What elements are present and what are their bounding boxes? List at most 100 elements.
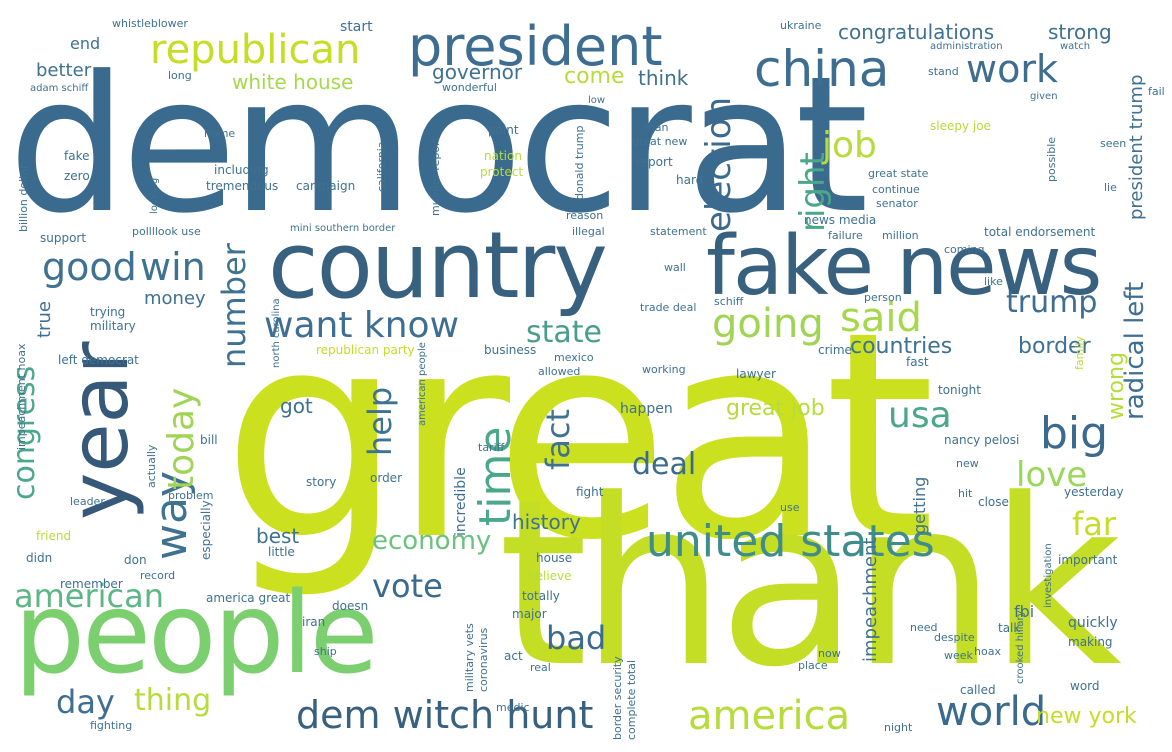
word-working: working	[642, 363, 686, 376]
word-report: report	[636, 155, 673, 169]
word-little: little	[268, 545, 295, 559]
word-true: true	[34, 301, 55, 338]
word-continue: continue	[872, 183, 920, 196]
word-leader: leader	[70, 495, 105, 508]
word-crime: crime	[818, 343, 852, 357]
word-california: california	[375, 141, 388, 192]
word-job: job	[822, 125, 877, 166]
word-campaign: campaign	[296, 179, 356, 193]
word-wrong: wrong	[1104, 352, 1129, 420]
word-said: said	[840, 295, 922, 341]
word-major: major	[512, 607, 547, 621]
word-republican-party: republican party	[316, 343, 415, 357]
word-doesn: doesn	[332, 599, 369, 613]
word-adam-schiff: adam schiff	[30, 83, 89, 94]
word-today: today	[161, 387, 202, 490]
word-need: need	[910, 621, 938, 634]
word-friend: friend	[36, 529, 72, 543]
word-hit: hit	[958, 487, 973, 500]
word-looking: looking	[149, 177, 160, 214]
word-impeachment-hoax: impeachment hoax	[15, 343, 28, 451]
word-lie: lie	[1104, 181, 1117, 194]
word-military-vets: military vets	[463, 623, 476, 692]
word-fast: fast	[906, 355, 929, 369]
word-total-endorsement: total endorsement	[984, 225, 1096, 239]
word-wonderful: wonderful	[442, 81, 497, 94]
word-border: border	[1018, 334, 1091, 359]
word-long: long	[168, 69, 192, 82]
word-mexico: mexico	[554, 351, 594, 364]
word-america: america	[688, 693, 851, 739]
word-seen: seen	[1100, 137, 1127, 150]
word-good: good	[42, 245, 137, 289]
word-nancy-pelosi: nancy pelosi	[944, 433, 1020, 447]
word-complete-total: complete total	[625, 659, 638, 740]
word-great: great	[222, 271, 936, 603]
word-reason: reason	[566, 209, 604, 222]
word-order: order	[370, 471, 402, 485]
word-far: far	[1072, 505, 1117, 543]
word-win: win	[140, 245, 206, 289]
word-week: week	[944, 649, 973, 662]
word-ukraine: ukraine	[780, 19, 822, 32]
word-mueller-report: mueller report	[429, 137, 442, 216]
word-military: military	[90, 319, 136, 333]
word-going: going	[712, 301, 824, 347]
word-coronavirus: coronavirus	[477, 627, 490, 692]
word-work: work	[966, 47, 1058, 91]
word-bill: bill	[200, 433, 218, 447]
word-close: close	[978, 495, 1009, 509]
word-people: people	[14, 569, 379, 699]
word-real: real	[530, 661, 551, 674]
word-fighting: fighting	[90, 719, 133, 732]
word-place: place	[798, 659, 828, 672]
word-sleepy-joe: sleepy joe	[930, 119, 991, 133]
word-yesterday: yesterday	[1064, 485, 1124, 499]
word-house: house	[536, 551, 573, 565]
word-person: person	[864, 291, 902, 304]
word-stand: stand	[928, 65, 959, 78]
word-remember: remember	[60, 577, 123, 591]
word-investigation: investigation	[1043, 543, 1054, 608]
word-important: important	[1058, 553, 1118, 567]
word-thing: thing	[134, 683, 212, 718]
word-fail: fail	[1148, 85, 1165, 98]
word-countries: countries	[850, 334, 953, 359]
word-want-know: want know	[264, 305, 460, 346]
word-thank: thank	[498, 451, 1122, 718]
word-america-great: america great	[206, 591, 291, 605]
word-man: man	[644, 121, 669, 134]
word-deal: deal	[632, 447, 697, 482]
word-democrat: democrat	[8, 36, 869, 255]
word-dem-witch-hunt: dem witch hunt	[296, 693, 594, 737]
word-usa: usa	[888, 395, 952, 436]
word-called: called	[960, 683, 996, 697]
word-got: got	[280, 394, 313, 418]
word-use: use	[780, 501, 800, 514]
word-home: home	[204, 127, 236, 140]
word-state: state	[526, 315, 602, 350]
word-talk: talk	[998, 621, 1021, 635]
word-fact: fact	[539, 408, 577, 470]
word-tremendous: tremendous	[206, 179, 279, 193]
word-million: million	[882, 229, 919, 242]
word-iran: iran	[302, 615, 326, 629]
word-low: low	[588, 95, 606, 106]
word-better: better	[36, 60, 92, 81]
word-record: record	[140, 569, 176, 582]
word-happen: happen	[620, 401, 673, 417]
word-best: best	[256, 524, 300, 548]
word-quickly: quickly	[1068, 615, 1118, 631]
word-trump: trump	[1006, 285, 1098, 320]
word-american: american	[14, 577, 164, 615]
word-world: world	[936, 689, 1047, 735]
word-incredible: incredible	[453, 467, 469, 536]
word-love: love	[1016, 455, 1088, 495]
word-act: act	[504, 649, 523, 663]
word-hard: hard	[676, 173, 704, 187]
word-president-trump: president trump	[1126, 74, 1147, 220]
word-zero: zero	[64, 169, 90, 183]
word-like: like	[984, 275, 1003, 288]
word-believe: believe	[528, 569, 572, 583]
word-now: now	[818, 647, 841, 660]
